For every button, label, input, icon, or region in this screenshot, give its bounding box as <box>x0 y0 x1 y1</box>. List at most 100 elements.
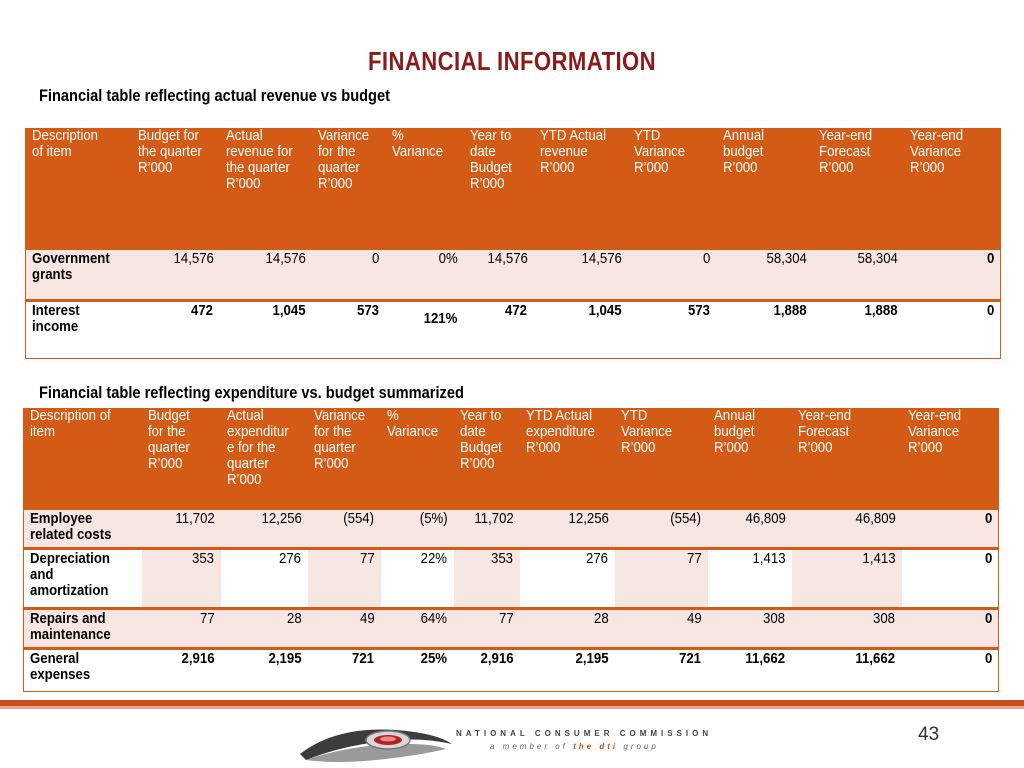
column-header: Actual expenditur e for the quarter R’00… <box>220 408 308 508</box>
table-cell: 0 <box>901 606 999 648</box>
table-cell: 0 <box>903 298 1001 358</box>
table-row: Government grants 14,576 14,576 0 0% 14,… <box>25 246 1001 300</box>
column-header: Year to date Budget R’000 <box>453 408 520 508</box>
column-header: % Variance <box>380 408 454 508</box>
table-cell: 77 <box>307 546 381 608</box>
table-cell: 1,045 <box>533 298 628 358</box>
table-cell: 58,304 <box>716 246 813 300</box>
table-cell: 11,662 <box>707 646 792 691</box>
table-cell: 353 <box>141 546 221 608</box>
table-cell: 0 <box>901 646 999 691</box>
column-header: Annual budget R’000 <box>716 128 813 248</box>
row-label: Government grants <box>25 246 132 300</box>
table-cell: (554) <box>307 506 381 548</box>
footer-divider-accent <box>0 706 1024 709</box>
table-cell: 353 <box>453 546 520 608</box>
table-cell: 11,702 <box>453 506 520 548</box>
table-cell: 276 <box>519 546 615 608</box>
table-cell: 2,195 <box>519 646 615 691</box>
table-cell: 25% <box>380 646 454 691</box>
column-header: Year-end Variance R’000 <box>903 128 1001 248</box>
column-header: YTD Variance R’000 <box>627 128 717 248</box>
table-cell: 14,576 <box>219 246 312 300</box>
expenditure-table-heading: Financial table reflecting expenditure v… <box>39 383 464 402</box>
table-cell: 0 <box>901 506 999 548</box>
table-cell: 0 <box>311 246 386 300</box>
table-row: Interest income 472 1,045 573 121% 472 1… <box>25 298 1001 358</box>
table-cell: 721 <box>614 646 708 691</box>
table-cell: 49 <box>614 606 708 648</box>
revenue-table: Description of item Budget for the quart… <box>25 128 1001 359</box>
page-title: FINANCIAL INFORMATION <box>367 46 657 76</box>
column-header: Description of item <box>23 408 142 508</box>
column-header: % Variance <box>385 128 464 248</box>
table-row: Employee related costs 11,702 12,256 (55… <box>23 506 999 548</box>
table-cell: 64% <box>380 606 454 648</box>
table-cell: 1,888 <box>812 298 904 358</box>
table-cell: 1,888 <box>716 298 813 358</box>
table-row: Depreciation and amortization 353 276 77… <box>23 546 999 608</box>
column-header: YTD Actual revenue R’000 <box>533 128 628 248</box>
column-header: Year-end Forecast R’000 <box>791 408 902 508</box>
table-cell: 0% <box>385 246 464 300</box>
table-row: Repairs and maintenance 77 28 49 64% 77 … <box>23 606 999 648</box>
table-cell: 46,809 <box>707 506 792 548</box>
table-cell: 573 <box>627 298 717 358</box>
table-cell: 28 <box>220 606 308 648</box>
row-label: Interest income <box>25 298 132 358</box>
table-cell: 11,662 <box>791 646 902 691</box>
table-cell: 14,576 <box>463 246 534 300</box>
footer-brand-text: NATIONAL CONSUMER COMMISSION <box>456 729 713 738</box>
table-cell: 2,916 <box>453 646 520 691</box>
page-number: 43 <box>918 724 940 745</box>
footer-tagline: a member of the dti group <box>490 742 659 751</box>
table-cell: 1,413 <box>791 546 902 608</box>
row-label: Employee related costs <box>23 506 142 548</box>
table-cell: 12,256 <box>220 506 308 548</box>
row-label: Depreciation and amortization <box>23 546 142 608</box>
table-cell: 77 <box>453 606 520 648</box>
column-header: Budget for the quarter R’000 <box>141 408 221 508</box>
table-cell: 0 <box>903 246 1001 300</box>
table-cell: 1,045 <box>219 298 312 358</box>
revenue-table-heading: Financial table reflecting actual revenu… <box>39 86 390 105</box>
table-cell: 14,576 <box>533 246 628 300</box>
column-header: Year-end Forecast R’000 <box>812 128 904 248</box>
table-cell: 58,304 <box>812 246 904 300</box>
table-cell: 308 <box>791 606 902 648</box>
table-cell: 12,256 <box>519 506 615 548</box>
table-header-row: Description of item Budget for the quart… <box>23 408 999 508</box>
table-cell: 46,809 <box>791 506 902 548</box>
table-cell: 276 <box>220 546 308 608</box>
table-row: General expenses 2,916 2,195 721 25% 2,9… <box>23 646 999 691</box>
column-header: YTD Variance R’000 <box>614 408 708 508</box>
table-cell: 77 <box>141 606 221 648</box>
table-cell: 2,916 <box>141 646 221 691</box>
column-header: Variance for the quarter R’000 <box>307 408 381 508</box>
table-cell: 573 <box>311 298 386 358</box>
table-cell: 22% <box>380 546 454 608</box>
table-cell: 49 <box>307 606 381 648</box>
column-header: Year-end Variance R’000 <box>901 408 999 508</box>
footer-divider <box>0 700 1024 706</box>
ncc-logo-icon <box>300 729 452 762</box>
column-header: Budget for the quarter R’000 <box>131 128 220 248</box>
table-cell: 2,195 <box>220 646 308 691</box>
column-header: Year to date Budget R’000 <box>463 128 534 248</box>
table-cell: 0 <box>901 546 999 608</box>
column-header: Annual budget R’000 <box>707 408 792 508</box>
table-cell: 1,413 <box>707 546 792 608</box>
row-label: General expenses <box>23 646 142 691</box>
table-cell: 721 <box>307 646 381 691</box>
table-cell: 308 <box>707 606 792 648</box>
table-cell: 28 <box>519 606 615 648</box>
table-cell: 11,702 <box>141 506 221 548</box>
table-cell: 77 <box>614 546 708 608</box>
column-header: Actual revenue for the quarter R’000 <box>219 128 312 248</box>
table-cell: 472 <box>131 298 220 358</box>
row-label: Repairs and maintenance <box>23 606 142 648</box>
expenditure-table: Description of item Budget for the quart… <box>23 408 999 692</box>
table-cell: 121% <box>385 298 464 358</box>
table-header-row: Description of item Budget for the quart… <box>25 128 1001 248</box>
table-cell: 0 <box>627 246 717 300</box>
